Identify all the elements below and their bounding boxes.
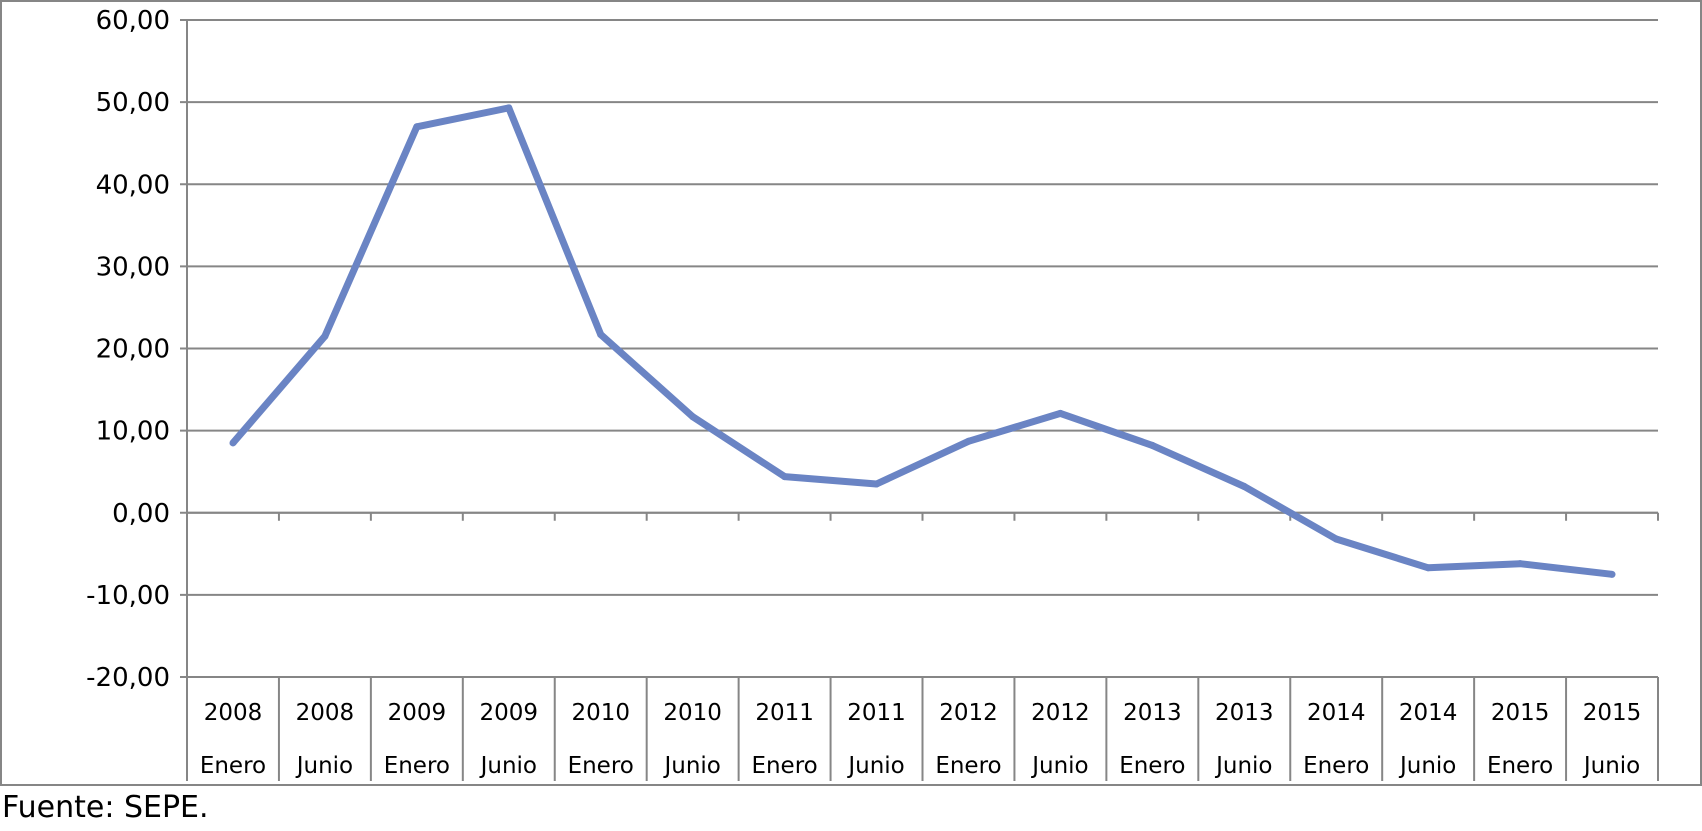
data-point	[1424, 564, 1432, 572]
x-tick-label-year: 2015	[1491, 700, 1550, 726]
x-tick-label-period: Enero	[1119, 753, 1185, 779]
x-tick-label-year: 2012	[939, 700, 998, 726]
y-tick-label: -10,00	[86, 581, 170, 611]
x-tick-label-year: 2008	[204, 700, 263, 726]
axes	[180, 19, 1659, 781]
source-note: Fuente: SEPE.	[2, 790, 209, 825]
x-tick-label-period: Junio	[1582, 753, 1640, 779]
y-tick-label: 50,00	[96, 88, 170, 118]
x-tick-label-period: Enero	[568, 753, 634, 779]
x-tick-label-period: Enero	[384, 753, 450, 779]
series-layer	[229, 104, 1616, 578]
x-tick-label-year: 2010	[571, 700, 630, 726]
data-point	[1332, 535, 1340, 543]
x-tick-label-year: 2011	[755, 700, 814, 726]
y-tick-label: -20,00	[86, 663, 170, 693]
data-point	[873, 480, 881, 488]
data-point	[413, 123, 421, 131]
y-tick-label: 10,00	[96, 417, 170, 447]
y-tick-label: 60,00	[96, 6, 170, 36]
x-tick-label-year: 2013	[1123, 700, 1182, 726]
data-point	[689, 413, 697, 421]
y-tick-label: 30,00	[96, 252, 170, 282]
data-point	[1516, 560, 1524, 568]
data-point	[1056, 409, 1064, 417]
data-point	[321, 332, 329, 340]
x-tick-label-year: 2011	[847, 700, 906, 726]
data-point	[1240, 482, 1248, 490]
x-tick-label-year: 2012	[1031, 700, 1090, 726]
x-tick-label-year: 2008	[296, 700, 355, 726]
x-tick-label-period: Junio	[295, 753, 353, 779]
x-tick-label-period: Enero	[1487, 753, 1553, 779]
x-axis-tick-labels: 2008 Enero 2008 Junio 2009 Enero 2009 Junio 2010…	[200, 700, 1641, 779]
data-point	[1608, 570, 1616, 578]
data-point	[1148, 441, 1156, 449]
x-tick-label-period: Enero	[200, 753, 266, 779]
data-point	[781, 473, 789, 481]
x-tick-label-period: Enero	[1303, 753, 1369, 779]
series-line	[230, 104, 1613, 578]
x-tick-label-year: 2009	[480, 700, 539, 726]
x-tick-label-period: Junio	[1214, 753, 1272, 779]
x-tick-label-year: 2015	[1583, 700, 1642, 726]
y-axis-tick-labels: 60,00 50,00 40,00 30,00 20,00 10,00 0,00 -10,00…	[86, 6, 170, 693]
chart-container: 60,00 50,00 40,00 30,00 20,00 10,00 0,00 -10,00…	[0, 0, 1702, 786]
x-tick-label-period: Junio	[662, 753, 720, 779]
x-tick-label-period: Junio	[846, 753, 904, 779]
x-tick-label-year: 2009	[388, 700, 447, 726]
x-tick-label-period: Junio	[479, 753, 537, 779]
x-tick-label-year: 2014	[1307, 700, 1366, 726]
x-tick-label-period: Junio	[1030, 753, 1088, 779]
x-tick-label-year: 2014	[1399, 700, 1458, 726]
y-tick-label: 20,00	[96, 335, 170, 365]
x-tick-label-year: 2013	[1215, 700, 1274, 726]
x-tick-label-period: Enero	[751, 753, 817, 779]
x-tick-label-period: Junio	[1398, 753, 1456, 779]
chart-border	[0, 0, 1702, 786]
data-point	[505, 104, 513, 112]
data-point	[597, 331, 605, 339]
y-tick-label: 0,00	[112, 499, 170, 529]
data-point	[964, 437, 972, 445]
y-tick-label: 40,00	[96, 170, 170, 200]
x-tick-label-period: Enero	[935, 753, 1001, 779]
data-point	[229, 439, 237, 447]
line-chart: 60,00 50,00 40,00 30,00 20,00 10,00 0,00 -10,00…	[0, 0, 1702, 786]
x-tick-label-year: 2010	[663, 700, 722, 726]
